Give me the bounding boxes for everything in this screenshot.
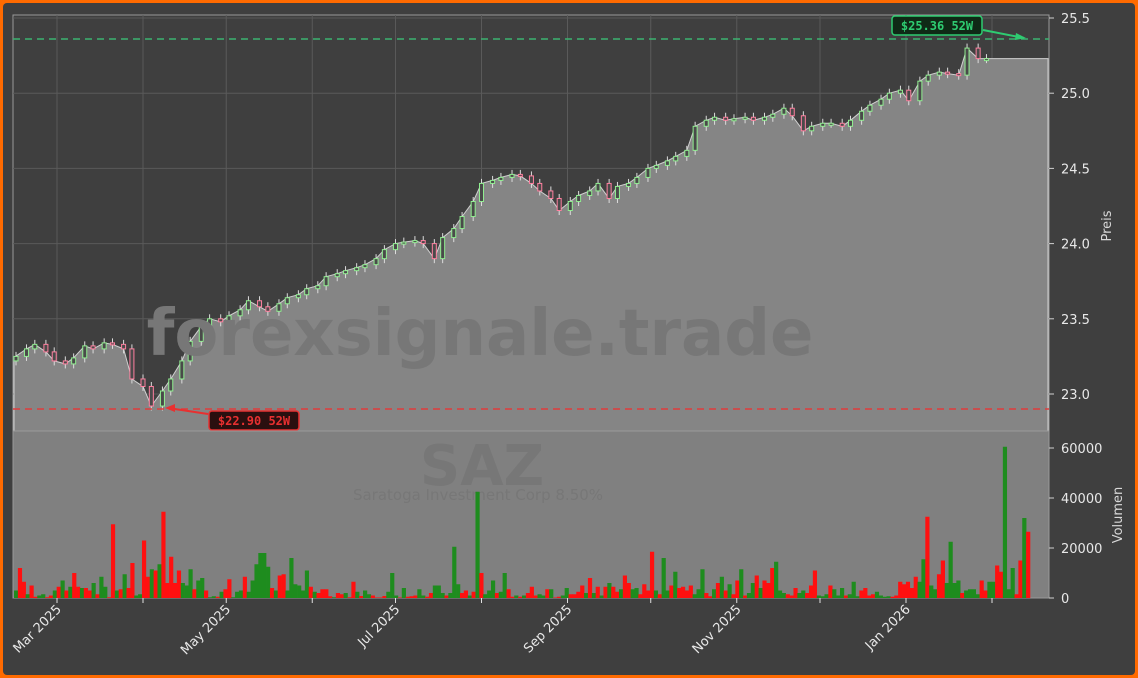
candlesticks [13,43,989,411]
volume-axis-title: Volumen [1111,487,1126,544]
low-52w-label: $22.90 52W [218,414,291,428]
volume-bars [14,446,1031,598]
high-52w-annotation: $25.36 52W [891,15,1026,40]
volume-tick-label: 20000 [1061,542,1102,557]
x-axis: Mar 2025 May 2025 Jul 2025 Sep 2025 Nov 2025… [11,598,993,658]
x-tick-label: Jan 2026 [862,602,914,654]
arrow-icon [165,404,175,412]
volume-tick-label: 40000 [1061,492,1102,507]
x-tick-label: Jul 2025 [355,602,404,651]
price-area-fill [13,47,1049,432]
price-axis-title: Preis [1100,210,1115,241]
price-tick-label: 24.0 [1061,238,1090,253]
x-tick-label: May 2025 [178,602,234,658]
price-tick-label: 24.5 [1061,162,1090,177]
price-tick-label: 25.0 [1061,87,1090,102]
volume-y-axis: 0 20000 40000 60000 [1049,442,1102,607]
high-52w-label: $25.36 52W [901,19,974,33]
price-tick-label: 25.5 [1061,12,1090,27]
volume-tick-label: 60000 [1061,442,1102,457]
watermark: forexsignale.trade [147,297,814,371]
symbol-watermark: SAZ [420,434,544,499]
chart-frame: forexsignale.trade 23.0 23.5 24.0 24.5 25.0 2… [3,3,1135,675]
price-tick-label: 23.0 [1061,388,1090,403]
price-panel: forexsignale.trade 23.023.524.024.525.02… [12,12,1115,432]
x-tick-label: Sep 2025 [521,602,575,656]
x-tick-label: Mar 2025 [11,602,65,656]
price-y-axis: 23.0 23.5 24.0 24.5 25.0 25.5 [1049,12,1090,403]
volume-panel: SAZ Saratoga Investment Corp 8.50% 02000… [12,430,1126,607]
arrow-icon [1015,33,1026,40]
stock-chart: forexsignale.trade 23.023.524.024.525.02… [11,12,1126,658]
price-tick-label: 23.5 [1061,313,1090,328]
volume-tick-label: 0 [1061,592,1069,607]
low-52w-annotation: $22.90 52W [165,404,300,431]
x-tick-label: Nov 2025 [690,602,745,657]
